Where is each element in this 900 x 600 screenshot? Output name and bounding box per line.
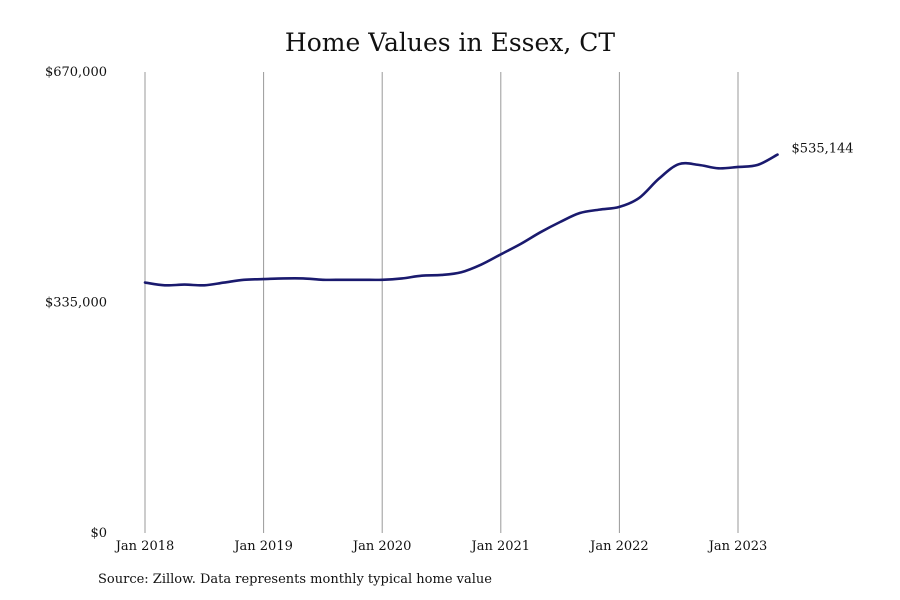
x-tick-label-1: Jan 2019 [232,539,293,554]
x-tick-label-3: Jan 2021 [470,539,531,554]
x-axis-ticks: Jan 2018 Jan 2019 Jan 2020 Jan 2021 Jan 2022… [114,539,768,554]
end-value-label: $535,144 [792,142,854,157]
y-tick-label-1: $335,000 [45,296,107,311]
y-tick-label-2: $670,000 [45,65,107,80]
x-tick-label-5: Jan 2023 [707,539,768,554]
y-tick-label-0: $0 [90,526,107,541]
series-layer [143,153,779,287]
data-labels: $535,144 [792,142,854,157]
source-note: Source: Zillow. Data represents monthly … [98,572,492,587]
series-line-0 [143,153,779,287]
y-axis-ticks: $0 $335,000 $670,000 [45,65,107,541]
chart-title: Home Values in Essex, CT [284,28,616,57]
x-tick-label-2: Jan 2020 [351,539,412,554]
gridlines [144,72,739,533]
x-tick-label-0: Jan 2018 [114,539,175,554]
x-tick-label-4: Jan 2022 [588,539,649,554]
